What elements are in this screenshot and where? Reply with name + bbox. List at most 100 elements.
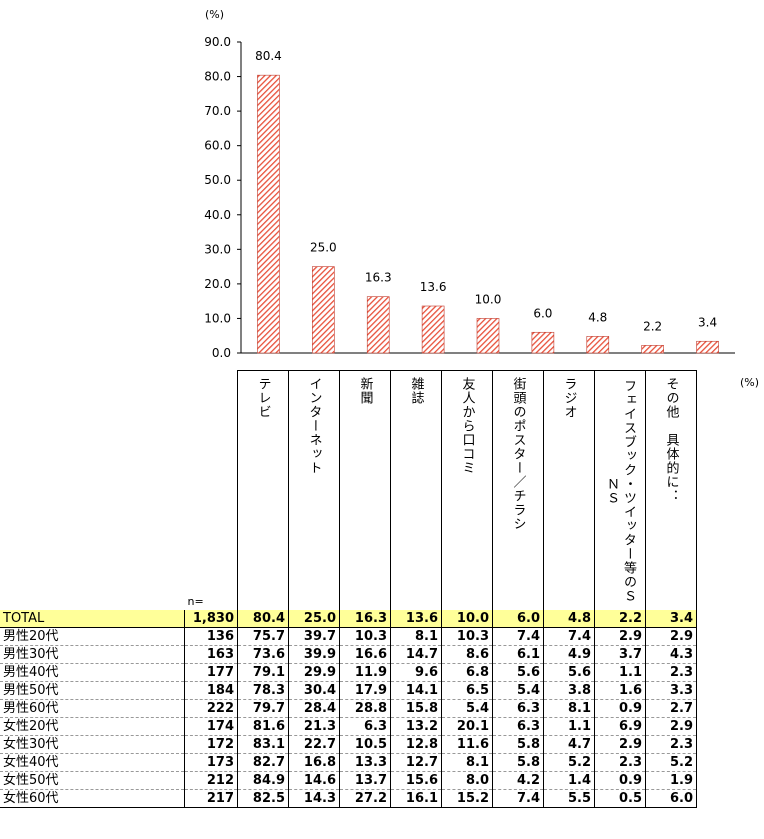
table-row: 男性50代 184 78.3 30.4 17.9 14.1 6.5 5.4 3.8 1.6 3.3 (0, 681, 697, 700)
cell-value: 15.8 (390, 699, 442, 718)
column-header-8: フェイスブック・ツイッター等のＳＮＳ (594, 370, 646, 610)
cell-value: 2.9 (645, 717, 697, 736)
column-header-4: 雑誌 (390, 370, 442, 610)
column-header-6: 街頭のポスター／チラシ (492, 370, 544, 610)
row-n: 1,830 (184, 610, 238, 628)
cell-value: 13.3 (339, 753, 391, 772)
cell-value: 16.3 (339, 610, 391, 628)
y-axis-unit-label: (%) (205, 8, 224, 21)
row-label: 女性50代 (0, 771, 185, 790)
table-unit-label: (%) (740, 376, 760, 389)
y-tick-label: 80.0 (204, 70, 231, 84)
table-row: 女性60代 217 82.5 14.3 27.2 16.1 15.2 7.4 5.5 0.5 6.0 (0, 789, 697, 808)
cell-value: 5.5 (543, 789, 595, 808)
cell-value: 7.4 (543, 627, 595, 646)
cell-value: 14.3 (288, 789, 340, 808)
cell-value: 16.1 (390, 789, 442, 808)
cell-value: 6.0 (645, 789, 697, 808)
cell-value: 17.9 (339, 681, 391, 700)
row-n: 136 (184, 627, 238, 646)
cell-value: 81.6 (237, 717, 289, 736)
cell-value: 6.1 (492, 645, 544, 664)
cell-value: 8.1 (390, 627, 442, 646)
column-header-text: 友人から口コミ (459, 377, 475, 475)
data-label-8: 2.2 (643, 319, 662, 333)
cell-value: 4.7 (543, 735, 595, 754)
bar-7 (586, 336, 610, 354)
cell-value: 6.3 (492, 717, 544, 736)
cell-value: 39.9 (288, 645, 340, 664)
cell-value: 8.1 (543, 699, 595, 718)
cell-value: 9.6 (390, 663, 442, 682)
bar-chart: (%) 0.0 10.0 20.0 30.0 40.0 50.0 60.0 70.0 80.0 9… (204, 8, 735, 360)
cell-value: 14.7 (390, 645, 442, 664)
cell-value: 5.6 (543, 663, 595, 682)
row-n: 222 (184, 699, 238, 718)
data-label-9: 3.4 (698, 315, 717, 329)
bar-8 (641, 345, 664, 354)
row-n: 174 (184, 717, 238, 736)
cell-value: 10.5 (339, 735, 391, 754)
row-label: 男性20代 (0, 627, 185, 646)
row-label: 女性30代 (0, 735, 185, 754)
cell-value: 14.1 (390, 681, 442, 700)
y-tick-label: 10.0 (204, 311, 231, 325)
cell-value: 6.0 (492, 610, 544, 628)
cell-value: 14.6 (288, 771, 340, 790)
row-label: 男性30代 (0, 645, 185, 664)
y-tick-label: 30.0 (204, 242, 231, 256)
row-label: 女性60代 (0, 789, 185, 808)
cell-value: 0.9 (594, 699, 646, 718)
cell-value: 16.6 (339, 645, 391, 664)
cell-value: 82.5 (237, 789, 289, 808)
data-label-5: 10.0 (475, 292, 502, 306)
cell-value: 22.7 (288, 735, 340, 754)
cell-value: 5.2 (645, 753, 697, 772)
cell-value: 10.3 (339, 627, 391, 646)
table-row: 女性20代 174 81.6 21.3 6.3 13.2 20.1 6.3 1.1 6.9 2.9 (0, 717, 697, 736)
row-n: 163 (184, 645, 238, 664)
bar-6 (531, 331, 555, 354)
cell-value: 84.9 (237, 771, 289, 790)
column-header-9: その他 具体的に： (645, 370, 697, 610)
bar-9 (696, 340, 719, 354)
data-label-7: 4.8 (588, 310, 607, 324)
y-tick-label: 40.0 (204, 208, 231, 222)
cell-value: 2.7 (645, 699, 697, 718)
row-n: 217 (184, 789, 238, 808)
data-label-6: 6.0 (533, 306, 552, 320)
cell-value: 2.3 (645, 663, 697, 682)
cell-value: 83.1 (237, 735, 289, 754)
column-header-text: フェイスブック・ツイッター等のＳＮＳ (604, 379, 636, 603)
cell-value: 1.4 (543, 771, 595, 790)
cell-value: 20.1 (441, 717, 493, 736)
row-n: 177 (184, 663, 238, 682)
total-row: TOTAL 1,830 80.4 25.0 16.3 13.6 10.0 6.0 4.8 2.2 3… (0, 610, 697, 628)
bar-4 (421, 305, 445, 354)
cell-value: 6.5 (441, 681, 493, 700)
cell-value: 2.2 (594, 610, 646, 628)
column-header-1: テレビ (237, 370, 289, 610)
y-tick-label: 90.0 (204, 35, 231, 49)
cell-value: 4.2 (492, 771, 544, 790)
cell-value: 27.2 (339, 789, 391, 808)
cell-value: 4.8 (543, 610, 595, 628)
cell-value: 1.1 (594, 663, 646, 682)
cell-value: 3.4 (645, 610, 697, 628)
y-tick-label: 20.0 (204, 277, 231, 291)
table-row: 男性20代 136 75.7 39.7 10.3 8.1 10.3 7.4 7.4 2.9 2.9 (0, 627, 697, 646)
cell-value: 16.8 (288, 753, 340, 772)
cell-value: 75.7 (237, 627, 289, 646)
cell-value: 8.1 (441, 753, 493, 772)
bar-1 (257, 74, 280, 354)
header-blank (0, 371, 185, 611)
table-row: 女性30代 172 83.1 22.7 10.5 12.8 11.6 5.8 4.7 2.9 2.3 (0, 735, 697, 754)
column-header-text: 街頭のポスター／チラシ (510, 377, 526, 531)
cell-value: 2.9 (594, 627, 646, 646)
cell-value: 13.6 (390, 610, 442, 628)
row-n: 184 (184, 681, 238, 700)
cell-value: 1.6 (594, 681, 646, 700)
column-header-2: インターネット (288, 370, 340, 610)
cell-value: 10.0 (441, 610, 493, 628)
cell-value: 4.9 (543, 645, 595, 664)
